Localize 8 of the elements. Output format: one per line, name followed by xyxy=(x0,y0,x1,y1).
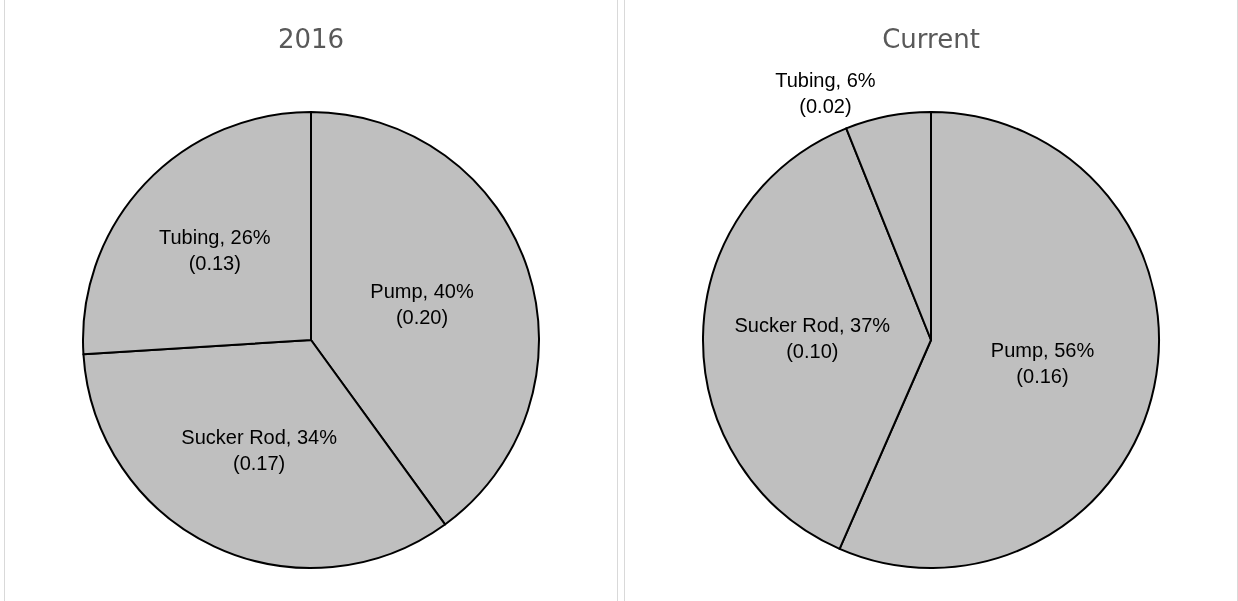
slice-label: Pump, 40% (0.20) xyxy=(370,279,474,328)
slice-label: Tubing, 6% (0.02) xyxy=(775,68,876,117)
slice-label: Tubing, 26% (0.13) xyxy=(158,225,271,274)
chart-title: Current xyxy=(882,24,980,55)
slice-label: Sucker Rod, 37% (0.10) xyxy=(734,314,891,363)
slice-label: Sucker Rod, 34% (0.17) xyxy=(181,425,338,474)
chart-title: 2016 xyxy=(277,24,345,55)
slice-label: Pump, 56% (0.16) xyxy=(990,339,1095,388)
